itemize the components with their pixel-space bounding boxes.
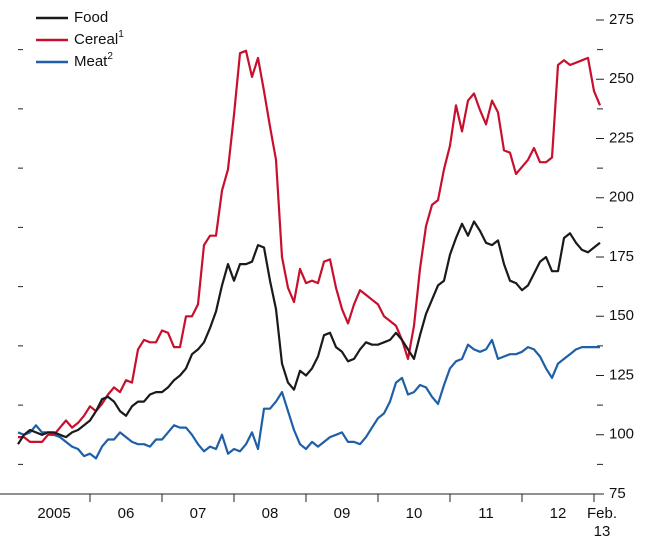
y-tick-label: 100 bbox=[609, 426, 634, 443]
x-tick-label: 2005 bbox=[37, 505, 70, 522]
y-tick-label: 200 bbox=[609, 189, 634, 206]
x-tick-label: 10 bbox=[406, 505, 423, 522]
series-line bbox=[17, 220, 601, 445]
y-tick-label: 150 bbox=[609, 307, 634, 324]
legend-footnote: 2 bbox=[107, 51, 113, 62]
x-tick-label: 08 bbox=[262, 505, 279, 522]
x-tick-label: Feb. 13 bbox=[587, 505, 617, 540]
y-tick-label: 275 bbox=[609, 11, 634, 28]
legend-label: Meat2 bbox=[74, 51, 113, 70]
legend-label: Cereal1 bbox=[74, 29, 124, 48]
x-tick-label: 11 bbox=[478, 505, 494, 522]
series-line bbox=[18, 49, 602, 443]
legend-label: Food bbox=[74, 9, 108, 26]
y-tick-label: 225 bbox=[609, 129, 634, 146]
legend-footnote: 1 bbox=[118, 29, 124, 40]
y-tick-label: 75 bbox=[609, 485, 626, 502]
x-tick-label: 12 bbox=[550, 505, 567, 522]
y-tick-label: 175 bbox=[609, 248, 634, 265]
x-tick-label: 07 bbox=[190, 505, 207, 522]
y-tick-label: 250 bbox=[609, 70, 634, 87]
y-tick-label: 125 bbox=[609, 366, 634, 383]
x-tick-label: 09 bbox=[334, 505, 351, 522]
x-tick-label: 06 bbox=[118, 505, 135, 522]
series-line bbox=[17, 338, 600, 460]
